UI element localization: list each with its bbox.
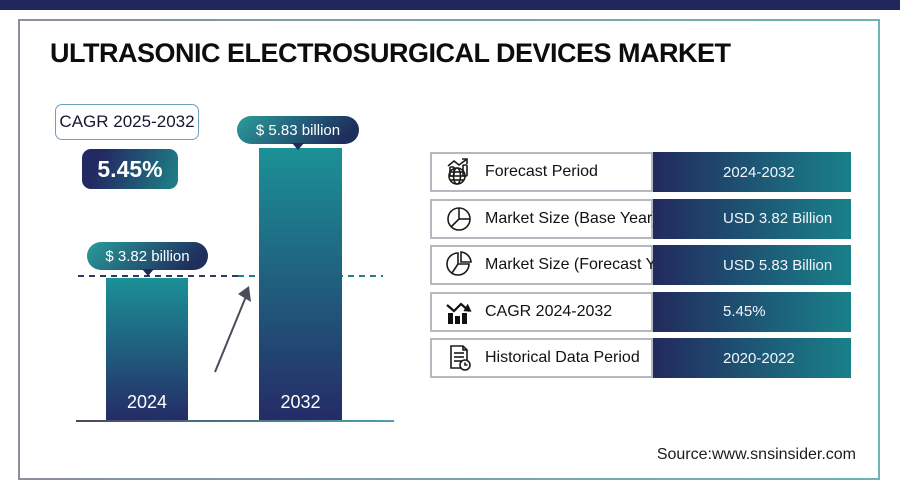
table-row-label: Market Size (Forecast Year): [485, 256, 684, 273]
table-row: Historical Data Period 2020-2022: [430, 338, 851, 378]
growth-arrow-icon: [214, 286, 251, 373]
cagr-period-box: CAGR 2025-2032: [55, 104, 199, 140]
table-row: Market Size (Base Year) USD 3.82 Billion: [430, 198, 851, 239]
table-row-value: 5.45%: [653, 291, 851, 332]
page-title: ULTRASONIC ELECTROSURGICAL DEVICES MARKE…: [50, 38, 731, 68]
cagr-value-badge: 5.45%: [82, 149, 178, 189]
value-callout-2032: $ 5.83 billion: [237, 116, 359, 144]
table-row-label: Historical Data Period: [485, 349, 640, 366]
table-row-value: 2020-2022: [653, 338, 851, 378]
source-text: Source:www.snsinsider.com: [656, 446, 856, 463]
summary-table: Forecast Period 2024-2032 Market Size (B…: [430, 152, 851, 385]
table-row-label: Market Size (Base Year): [485, 209, 658, 227]
table-row-value: USD 3.82 Billion: [653, 198, 851, 239]
table-row-label: CAGR 2024-2032: [485, 302, 613, 320]
bar-2024: 2024: [106, 278, 188, 421]
table-row: Forecast Period 2024-2032: [430, 152, 851, 192]
table-row: Market Size (Forecast Year) USD 5.83 Bil…: [430, 245, 851, 285]
top-accent-bar: [0, 0, 900, 10]
reference-dashed-line-left: [78, 275, 238, 277]
x-axis-line: [76, 420, 394, 422]
table-row: CAGR 2024-2032 5.45%: [430, 291, 851, 332]
bar-chart-arrow-icon: [442, 296, 476, 328]
table-row-label: Forecast Period: [485, 163, 598, 180]
bar-2024-label: 2024: [126, 392, 168, 412]
document-clock-icon: [442, 342, 476, 374]
value-callout-2024: $ 3.82 billion: [87, 242, 208, 270]
bar-2032: 2032: [259, 148, 342, 421]
pie-chart-exploded-icon: [442, 249, 476, 281]
globe-chart-icon: [442, 156, 476, 188]
table-row-value: USD 5.83 Billion: [653, 245, 851, 285]
table-row-value: 2024-2032: [653, 152, 851, 192]
bar-2032-label: 2032: [280, 392, 321, 412]
pie-chart-icon: [442, 203, 476, 235]
